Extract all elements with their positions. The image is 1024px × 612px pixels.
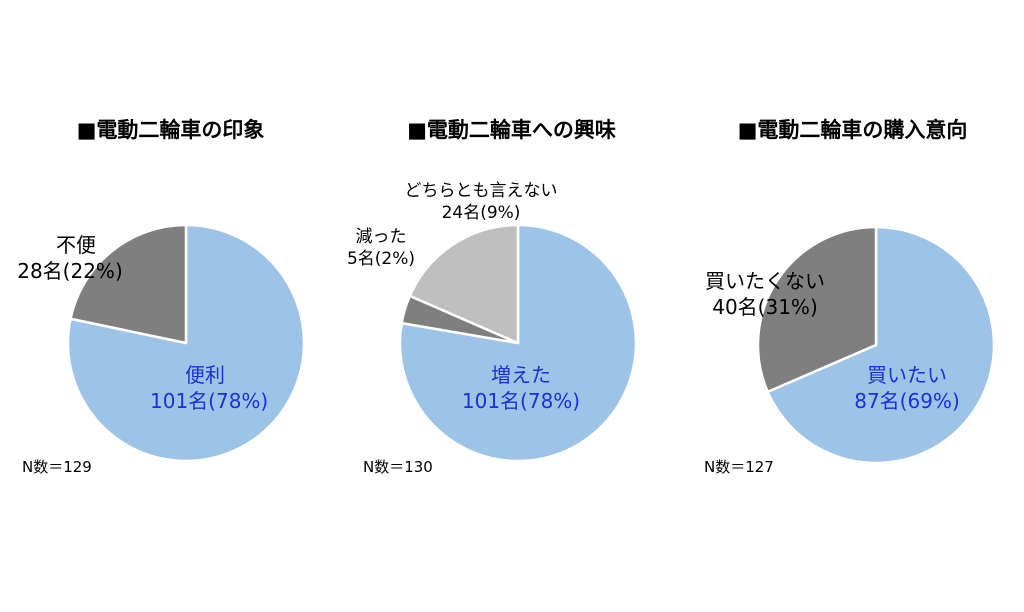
- slice-label: 買いたい 87名(69%): [852, 362, 962, 414]
- sample-size-note: N数＝130: [363, 458, 433, 476]
- slice-name: 増えた: [491, 363, 551, 387]
- slice-label: 便利 101名(78%): [150, 362, 269, 414]
- pie-slice: [398, 223, 638, 463]
- chart-panel-interest: ■電動二輪車への興味 増えた 101名(78%) 減った 5名(2%) どちらと…: [341, 0, 682, 612]
- slice-value: 24名(9%): [441, 203, 521, 223]
- slice-label: どちらとも言えない 24名(9%): [396, 180, 566, 224]
- pie-chart: [398, 223, 638, 463]
- sample-size-note: N数＝129: [22, 458, 92, 476]
- slice-name: 便利: [185, 363, 225, 387]
- pie-slice: [756, 225, 878, 394]
- slice-label: 減った 5名(2%): [341, 226, 421, 270]
- slice-name: 買いたい: [867, 363, 947, 387]
- sample-size-note: N数＝127: [704, 458, 774, 476]
- chart-panel-purchase-intent: ■電動二輪車の購入意向 買いたい 87名(69%) 買いたくない 40名(31%…: [682, 0, 1023, 612]
- pie-chart: [66, 223, 306, 463]
- slice-value: 101名(78%): [150, 389, 269, 413]
- chart-title: ■電動二輪車の購入意向: [737, 118, 968, 142]
- pie-slice: [69, 223, 188, 345]
- chart-title: ■電動二輪車の印象: [76, 118, 265, 142]
- slice-name: 不便: [56, 233, 96, 257]
- pie-slice: [408, 223, 520, 345]
- slice-label: 不便 28名(22%): [10, 232, 130, 284]
- slice-name: 買いたくない: [705, 269, 825, 293]
- pie-chart: [756, 225, 996, 465]
- slice-name: どちらとも言えない: [404, 181, 558, 201]
- slice-value: 28名(22%): [17, 259, 123, 283]
- pie-slice: [766, 225, 996, 465]
- slice-label: 増えた 101名(78%): [461, 362, 581, 414]
- slice-label: 買いたくない 40名(31%): [700, 268, 830, 320]
- slice-value: 87名(69%): [854, 389, 960, 413]
- chart-title: ■電動二輪車への興味: [407, 118, 616, 142]
- slice-name: 減った: [355, 227, 407, 247]
- slice-value: 40名(31%): [712, 295, 818, 319]
- slice-value: 101名(78%): [461, 389, 581, 413]
- chart-panel-impression: ■電動二輪車の印象 便利 101名(78%) 不便 28名(22%) N数＝12…: [0, 0, 341, 612]
- slice-value: 5名(2%): [346, 249, 416, 269]
